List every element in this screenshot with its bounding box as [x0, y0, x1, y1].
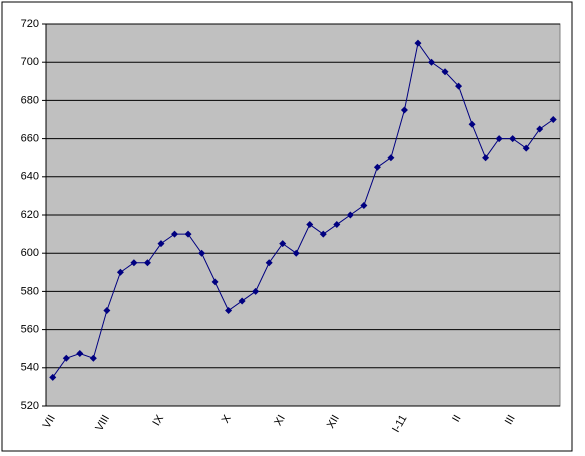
data-point	[89, 354, 97, 362]
y-tick-label: 700	[21, 56, 39, 68]
data-point	[428, 58, 435, 66]
y-tick-label: 520	[21, 400, 39, 412]
x-tick-label: II	[450, 413, 463, 424]
y-tick-label: 560	[21, 324, 39, 336]
data-point	[509, 135, 517, 143]
data-point	[143, 259, 151, 267]
data-point	[522, 144, 530, 152]
data-point	[157, 240, 165, 248]
y-tick-label: 660	[21, 133, 39, 145]
data-point	[279, 240, 287, 248]
data-point	[482, 154, 490, 162]
x-tick-label: XI	[272, 413, 288, 428]
y-tick-label: 620	[21, 209, 39, 221]
data-point	[387, 154, 395, 162]
y-tick-label: 640	[21, 171, 39, 183]
data-point	[549, 116, 557, 123]
data-point	[292, 249, 300, 257]
data-point	[238, 297, 246, 305]
y-tick-label: 680	[21, 94, 39, 106]
data-point	[441, 68, 449, 76]
data-point	[455, 82, 463, 90]
y-tick-label: 540	[21, 362, 39, 374]
data-point	[184, 230, 192, 238]
data-point	[76, 349, 84, 357]
data-point	[360, 201, 368, 209]
x-tick-label: VII	[41, 413, 58, 431]
data-point	[333, 221, 341, 229]
data-point	[130, 259, 138, 267]
data-point	[252, 287, 260, 295]
data-point	[414, 39, 422, 47]
data-point	[536, 125, 544, 133]
data-point	[400, 106, 408, 114]
y-tick-label: 600	[21, 247, 39, 259]
y-tick-label: 580	[21, 285, 39, 297]
data-point	[306, 221, 314, 229]
data-point	[62, 354, 70, 362]
data-point	[49, 373, 57, 381]
data-point	[211, 278, 219, 286]
data-point	[225, 307, 233, 314]
data-point	[468, 120, 476, 128]
data-point	[103, 307, 111, 314]
data-point	[265, 259, 273, 267]
data-point	[171, 230, 178, 238]
x-tick-label: XII	[325, 413, 342, 431]
data-point	[116, 268, 124, 276]
data-point	[319, 230, 327, 238]
data-point	[346, 211, 354, 219]
data-point	[495, 135, 503, 143]
data-point	[373, 163, 381, 171]
data-point	[198, 249, 206, 257]
y-tick-label: 720	[21, 18, 39, 30]
